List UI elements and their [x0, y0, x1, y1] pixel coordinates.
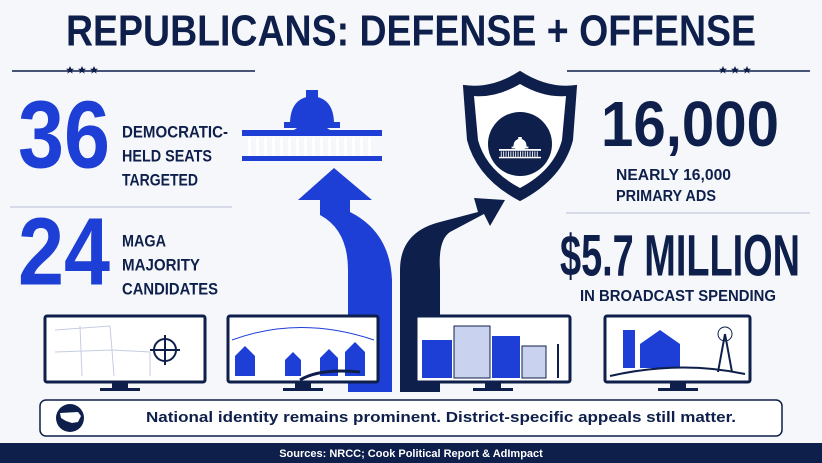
- title-rule: [12, 66, 810, 74]
- footer-bar: [0, 443, 822, 463]
- banner: [39, 399, 783, 437]
- stat-label: IN BROADCAST SPENDING: [580, 288, 776, 305]
- monitor-stands: [100, 382, 698, 391]
- stat-label: PRIMARY ADS: [616, 188, 716, 205]
- stat-label: TARGETED: [122, 170, 198, 189]
- stat-number: 24: [18, 198, 110, 305]
- suburb-scene: [231, 327, 375, 382]
- district-map: [54, 325, 180, 377]
- shield-icon: [462, 70, 578, 202]
- stat-label: MAGA: [122, 231, 166, 250]
- stat-number: $5.7 MILLION: [560, 223, 800, 288]
- stat-label: HELD SEATS: [122, 146, 212, 165]
- stat-label: CANDIDATES: [122, 279, 218, 298]
- stat-label: DEMOCRATIC-: [122, 122, 228, 141]
- title: REPUBLICANS: DEFENSE + OFFENSE: [66, 7, 756, 56]
- farm-scene: [609, 326, 746, 377]
- stat-number: 16,000: [601, 88, 779, 160]
- banner-text: National identity remains prominent. Dis…: [146, 409, 736, 426]
- sources: Sources: NRCC; Cook Political Report & A…: [279, 448, 543, 460]
- main-street-scene: [422, 325, 559, 379]
- stat-number: 36: [18, 81, 110, 188]
- stat-label: MAJORITY: [122, 255, 201, 274]
- stat-label: NEARLY 16,000: [616, 167, 731, 184]
- us-map-shape: [60, 412, 81, 423]
